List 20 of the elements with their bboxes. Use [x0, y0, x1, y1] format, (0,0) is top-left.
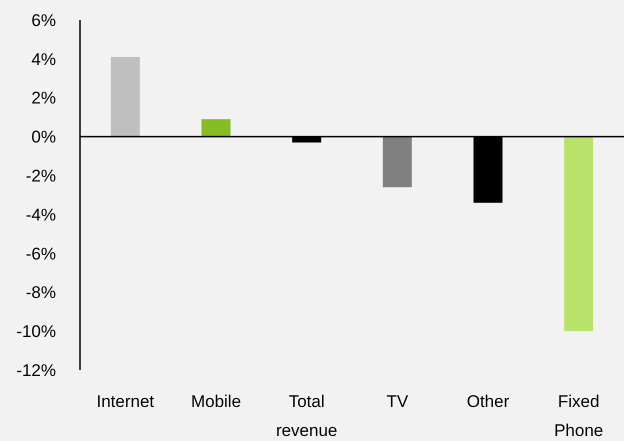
bar	[382, 136, 412, 188]
y-tick-label: -2%	[26, 166, 56, 186]
y-tick-label: 2%	[31, 88, 56, 108]
y-tick-label: -10%	[16, 322, 56, 342]
y-tick-label: -8%	[26, 283, 56, 302]
bar	[564, 136, 594, 332]
y-tick-label: -4%	[26, 205, 56, 224]
bar	[201, 119, 231, 137]
x-tick-label: Other	[466, 392, 510, 411]
x-tick-label: Internet	[96, 392, 154, 411]
x-tick-label: Mobile	[190, 392, 242, 411]
y-tick-label: 6%	[31, 10, 56, 30]
x-tick-label: Total revenue	[276, 392, 338, 440]
bar	[110, 56, 140, 137]
y-tick-label: -6%	[26, 244, 56, 264]
y-tick-label: 0%	[31, 128, 56, 147]
x-tick-label: Fixed Phone	[554, 392, 604, 440]
y-tick-label: -12%	[16, 360, 56, 380]
y-tick-label: 4%	[31, 50, 56, 69]
x-tick-label: TV	[386, 392, 409, 411]
